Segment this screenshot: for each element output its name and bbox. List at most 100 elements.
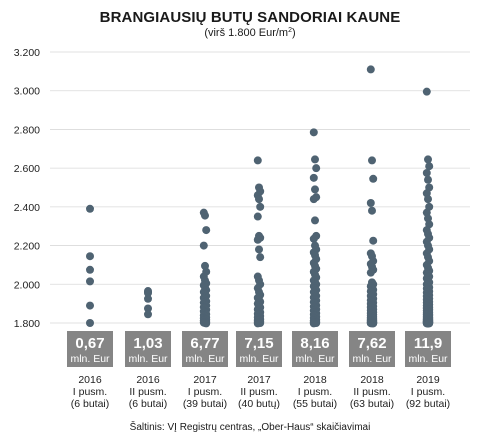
data-point xyxy=(86,252,94,261)
value-box xyxy=(349,331,395,367)
y-tick-label: 2.600 xyxy=(14,163,40,175)
category-label: (39 butai) xyxy=(183,398,227,410)
data-point xyxy=(256,202,265,211)
subtitle-prefix: (virš 1.800 Eur/m xyxy=(204,27,289,39)
value-box-number: 6,77 xyxy=(190,335,219,352)
category-label: 2019 xyxy=(416,374,440,386)
data-point xyxy=(253,235,262,244)
data-point xyxy=(144,304,152,313)
data-point xyxy=(256,253,265,262)
data-point xyxy=(309,234,318,243)
data-point xyxy=(424,175,432,184)
category-label: 2016 xyxy=(78,374,102,386)
category-label: II pusm. xyxy=(240,386,277,398)
data-point xyxy=(144,310,152,319)
data-point xyxy=(424,319,432,328)
value-box-unit: mln. Eur xyxy=(128,353,168,365)
category-label: 2018 xyxy=(303,374,327,386)
data-point xyxy=(311,216,319,225)
category-label: II pusm. xyxy=(129,386,166,398)
data-point xyxy=(368,156,376,165)
category-label: II pusm. xyxy=(353,386,390,398)
data-point xyxy=(201,211,209,220)
y-tick-label: 1.800 xyxy=(14,318,40,330)
data-point xyxy=(424,155,432,164)
category-label: (40 butų) xyxy=(238,398,280,410)
y-tick-label: 3.000 xyxy=(14,86,40,98)
chart-title: BRANGIAUSIŲ BUTŲ SANDORIAI KAUNE xyxy=(99,9,401,26)
data-point xyxy=(255,245,263,254)
value-box-unit: mln. Eur xyxy=(70,353,110,365)
data-point xyxy=(309,173,318,182)
y-tick-label: 2.800 xyxy=(14,124,40,136)
data-point xyxy=(369,236,378,245)
y-tick-label: 2.400 xyxy=(14,202,40,214)
data-point xyxy=(309,319,318,328)
data-point xyxy=(422,168,431,177)
data-point xyxy=(311,185,319,194)
category-label: (92 butai) xyxy=(406,398,450,410)
data-point xyxy=(86,301,94,310)
data-point xyxy=(311,155,319,164)
category-label: (6 butai) xyxy=(129,398,168,410)
data-point xyxy=(255,195,263,204)
data-point xyxy=(202,226,211,235)
value-box-number: 11,9 xyxy=(414,335,442,352)
y-axis: 1.800 2.000 2.200 2.400 2.600 2.800 3.000 3.200 xyxy=(14,47,40,330)
value-box-number: 0,67 xyxy=(75,335,104,352)
data-point xyxy=(366,268,375,277)
data-point xyxy=(309,195,318,204)
value-box xyxy=(125,331,171,367)
data-point xyxy=(369,174,378,183)
data-points xyxy=(86,65,434,328)
data-point xyxy=(144,294,152,303)
category-label: (6 butai) xyxy=(71,398,110,410)
value-box xyxy=(405,331,451,367)
category-label: I pusm. xyxy=(298,386,332,398)
value-box-number: 8,16 xyxy=(300,335,329,352)
category-label: I pusm. xyxy=(73,386,107,398)
category-label: (55 butai) xyxy=(293,398,337,410)
value-box-unit: mln. Eur xyxy=(352,353,392,365)
data-point xyxy=(312,164,321,173)
category-label: I pusm. xyxy=(188,386,222,398)
value-box-unit: mln. Eur xyxy=(408,353,448,365)
chart-subtitle: (virš 1.800 Eur/m2) xyxy=(0,27,500,39)
category-label: 2016 xyxy=(136,374,160,386)
data-point xyxy=(253,156,262,165)
value-box xyxy=(236,331,282,367)
category-label: 2017 xyxy=(193,374,217,386)
category-label: I pusm. xyxy=(411,386,445,398)
subtitle-suffix: ) xyxy=(291,27,296,39)
value-box-number: 1,03 xyxy=(133,335,162,352)
data-point xyxy=(86,277,94,286)
data-point xyxy=(369,319,378,328)
value-box xyxy=(67,331,113,367)
source-note: Šaltinis: VĮ Registrų centras, „Ober-Hau… xyxy=(129,422,371,433)
value-box xyxy=(292,331,338,367)
data-point xyxy=(202,319,211,328)
subtitle-sup: 2 xyxy=(288,27,292,34)
data-point xyxy=(86,319,94,327)
data-point xyxy=(422,87,431,96)
value-box-number: 7,15 xyxy=(244,335,273,352)
value-box-unit: mln. Eur xyxy=(295,353,335,365)
data-point xyxy=(253,319,262,328)
data-point xyxy=(144,288,152,297)
value-box-unit: mln. Eur xyxy=(185,353,225,365)
y-tick-label: 2.200 xyxy=(14,241,40,253)
data-point xyxy=(253,212,262,221)
category-label: (63 butai) xyxy=(350,398,394,410)
value-box-unit: mln. Eur xyxy=(239,353,279,365)
data-point xyxy=(309,128,318,137)
data-point xyxy=(86,265,94,274)
data-point xyxy=(366,65,375,74)
data-point xyxy=(366,198,375,207)
category-label: 2017 xyxy=(247,374,271,386)
data-point xyxy=(425,162,434,171)
value-box-number: 7,62 xyxy=(357,335,386,352)
category-label: 2018 xyxy=(360,374,384,386)
data-point xyxy=(86,204,94,213)
